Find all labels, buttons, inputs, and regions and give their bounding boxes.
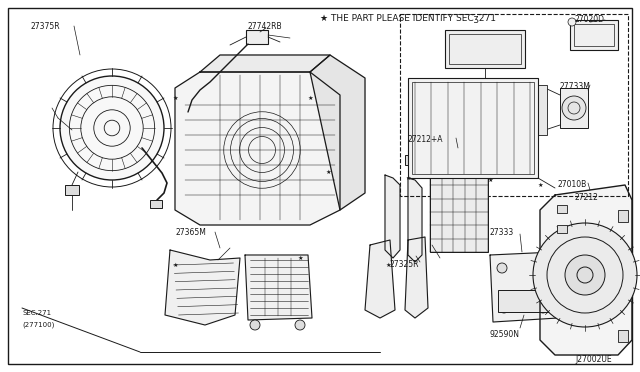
Bar xyxy=(445,30,525,68)
Text: 27212: 27212 xyxy=(575,193,599,202)
Text: ★: ★ xyxy=(385,263,391,267)
Text: 92590N: 92590N xyxy=(490,330,520,339)
Polygon shape xyxy=(165,250,240,325)
Text: ★ THE PART PLEASE IDENTIFY SECʒ271: ★ THE PART PLEASE IDENTIFY SECʒ271 xyxy=(320,14,496,23)
Bar xyxy=(560,88,588,128)
Bar xyxy=(65,185,79,195)
Text: ★: ★ xyxy=(307,96,313,100)
Polygon shape xyxy=(408,178,422,262)
Circle shape xyxy=(533,223,637,327)
Circle shape xyxy=(497,263,507,273)
Text: 27020D: 27020D xyxy=(575,15,605,24)
Bar xyxy=(557,225,567,233)
Bar xyxy=(408,78,538,178)
Polygon shape xyxy=(245,255,312,320)
Text: SEC.271: SEC.271 xyxy=(22,310,51,316)
Text: 27333: 27333 xyxy=(490,228,515,237)
Circle shape xyxy=(295,320,305,330)
Text: ★: ★ xyxy=(487,177,493,183)
Text: ★: ★ xyxy=(297,256,303,260)
Bar xyxy=(618,330,628,342)
Polygon shape xyxy=(405,237,428,318)
Text: J27002UE: J27002UE xyxy=(575,355,612,364)
Text: (277100): (277100) xyxy=(22,322,54,328)
Polygon shape xyxy=(365,240,395,318)
Text: ★: ★ xyxy=(172,96,178,100)
Circle shape xyxy=(562,96,586,120)
Text: ★: ★ xyxy=(537,183,543,187)
Text: 27365M: 27365M xyxy=(175,228,206,237)
Text: 27212+A: 27212+A xyxy=(408,135,444,144)
Circle shape xyxy=(565,255,605,295)
Bar xyxy=(246,30,268,44)
Polygon shape xyxy=(540,185,632,355)
Bar xyxy=(412,82,534,174)
Bar xyxy=(449,34,521,64)
Bar xyxy=(535,85,547,135)
Circle shape xyxy=(568,18,576,26)
Polygon shape xyxy=(310,55,365,210)
Text: 27742RB: 27742RB xyxy=(248,22,283,31)
Text: 27010B: 27010B xyxy=(558,180,588,189)
Text: ★: ★ xyxy=(405,176,411,180)
Bar xyxy=(430,172,488,252)
Bar xyxy=(557,205,567,213)
Bar xyxy=(618,210,628,222)
Bar xyxy=(150,200,162,208)
Text: ★: ★ xyxy=(325,170,331,174)
Circle shape xyxy=(250,320,260,330)
Circle shape xyxy=(538,303,548,313)
Text: 27325R: 27325R xyxy=(390,260,419,269)
Polygon shape xyxy=(490,252,558,322)
Bar xyxy=(400,14,628,196)
Polygon shape xyxy=(175,72,340,225)
Circle shape xyxy=(499,303,509,313)
Polygon shape xyxy=(200,55,330,72)
Polygon shape xyxy=(385,175,400,258)
Text: 27733M: 27733M xyxy=(560,82,591,91)
Bar xyxy=(574,24,614,46)
Bar xyxy=(570,20,618,50)
Circle shape xyxy=(60,76,164,180)
Circle shape xyxy=(538,261,548,271)
Bar xyxy=(498,290,550,312)
Bar xyxy=(405,155,419,165)
Text: 27375R: 27375R xyxy=(30,22,60,31)
Text: ★: ★ xyxy=(172,263,178,267)
